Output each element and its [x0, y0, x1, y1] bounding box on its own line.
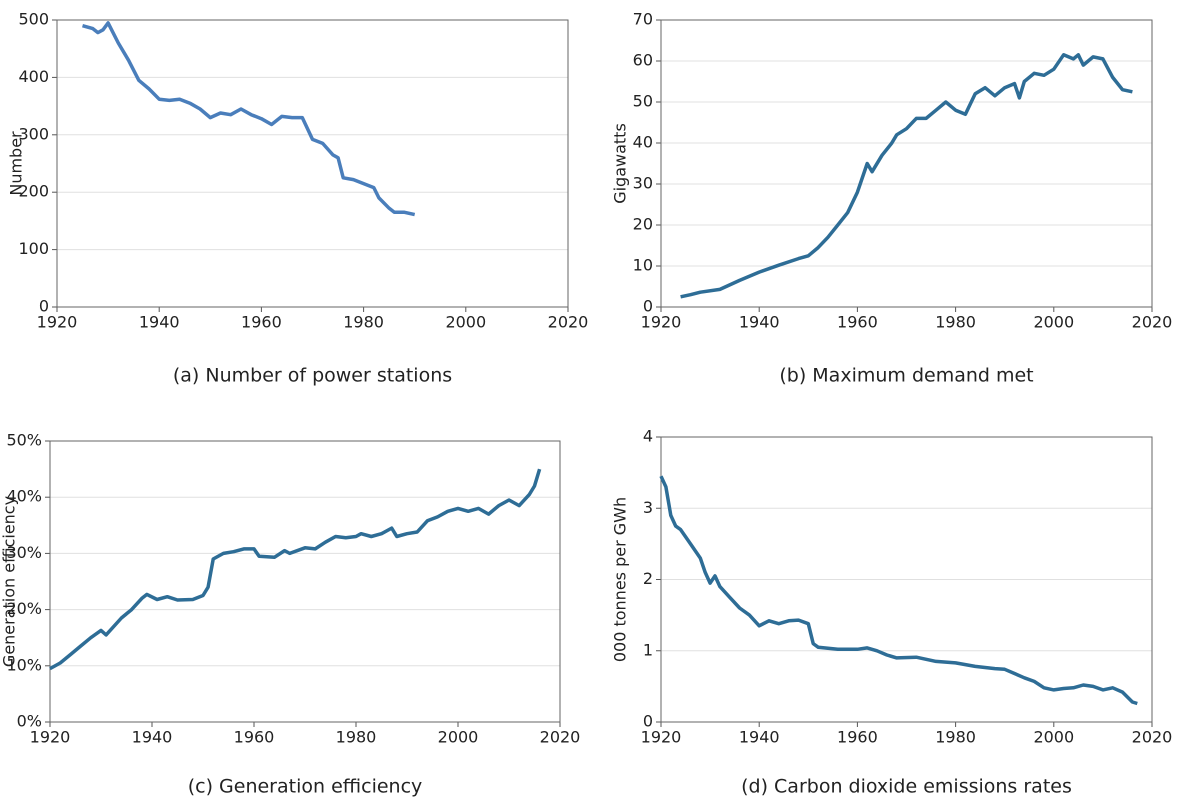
x-tick-label: 1920 [641, 313, 682, 332]
y-axis-label: Generation efficiency [0, 496, 19, 667]
x-tick-label: 1940 [739, 728, 780, 747]
x-tick-label: 1980 [336, 728, 377, 747]
x-tick-label: 1940 [139, 313, 180, 332]
data-line [49, 468, 542, 671]
y-tick-label: 50% [6, 431, 42, 450]
plot-frame [49, 440, 561, 723]
y-tick-label: 20 [633, 215, 653, 234]
y-tick-label: 200 [18, 182, 49, 201]
plot-frame [660, 19, 1153, 308]
y-tick-label: 500 [18, 10, 49, 29]
x-tick-label: 1960 [234, 728, 275, 747]
x-tick-label: 1960 [837, 728, 878, 747]
x-tick-label: 2000 [1033, 728, 1074, 747]
y-tick-label: 40 [633, 133, 653, 152]
x-tick-label: 2000 [438, 728, 479, 747]
y-tick-label: 50 [633, 92, 653, 111]
x-tick-label: 2000 [1033, 313, 1074, 332]
y-axis-label: 000 tonnes per GWh [611, 497, 630, 662]
y-tick-label: 300 [18, 124, 49, 143]
y-tick-label: 70 [633, 10, 653, 29]
data-line [680, 53, 1133, 299]
plot-frame [660, 436, 1153, 723]
chart-title: (b) Maximum demand met [779, 365, 1033, 387]
x-tick-label: 2020 [1132, 313, 1173, 332]
y-tick-label: 1 [643, 640, 653, 659]
y-axis-label: Gigawatts [611, 123, 630, 204]
y-tick-label: 3 [643, 498, 653, 517]
y-tick-label: 2 [643, 569, 653, 588]
x-tick-label: 2020 [540, 728, 581, 747]
x-tick-label: 2020 [548, 313, 589, 332]
y-tick-label: 40% [6, 487, 42, 506]
y-tick-label: 10% [6, 655, 42, 674]
y-tick-label: 4 [643, 427, 653, 446]
y-tick-label: 400 [18, 67, 49, 86]
x-tick-label: 1920 [641, 728, 682, 747]
x-tick-label: 1960 [241, 313, 282, 332]
data-line [82, 21, 416, 217]
chart-title: (d) Carbon dioxide emissions rates [741, 776, 1072, 798]
x-tick-label: 1980 [935, 313, 976, 332]
x-tick-label: 2000 [445, 313, 486, 332]
plot-frame [56, 19, 569, 308]
y-tick-label: 0 [39, 297, 49, 316]
x-tick-label: 2020 [1132, 728, 1173, 747]
y-axis-label: Number [7, 131, 26, 196]
y-tick-label: 60 [633, 51, 653, 70]
y-tick-label: 20% [6, 599, 42, 618]
x-tick-label: 1960 [837, 313, 878, 332]
x-tick-label: 1980 [343, 313, 384, 332]
data-line [659, 475, 1138, 706]
y-tick-label: 0 [643, 712, 653, 731]
x-tick-label: 1940 [739, 313, 780, 332]
chart-title: (c) Generation efficiency [188, 776, 423, 798]
x-tick-label: 1940 [132, 728, 173, 747]
x-tick-label: 1920 [37, 313, 78, 332]
y-tick-label: 100 [18, 239, 49, 258]
y-tick-label: 10 [633, 256, 653, 275]
chart-title: (a) Number of power stations [173, 365, 452, 387]
y-tick-label: 0 [643, 297, 653, 316]
y-tick-label: 30% [6, 543, 42, 562]
x-tick-label: 1920 [30, 728, 71, 747]
x-tick-label: 1980 [935, 728, 976, 747]
y-tick-label: 0% [17, 712, 42, 731]
y-tick-label: 30 [633, 174, 653, 193]
